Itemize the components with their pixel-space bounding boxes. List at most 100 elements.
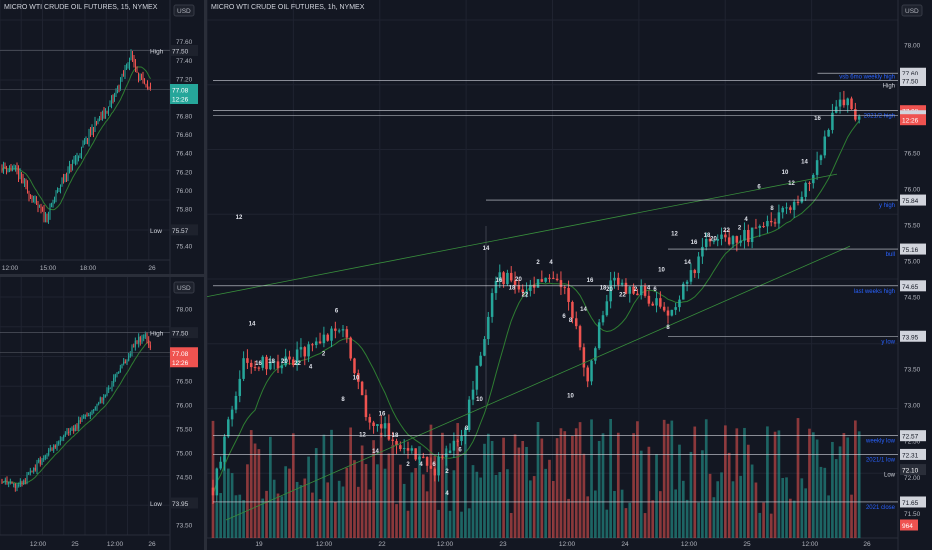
candle-body [376,424,379,427]
candle-body [18,484,20,486]
candle-body [58,442,60,444]
volume-bar [819,466,823,538]
volume-bar [414,468,417,538]
candle-body [460,435,463,441]
candle-body [509,272,513,281]
last-price-badge: 77.08 [172,88,189,95]
volume-bar [536,421,540,538]
candle-body [126,360,128,364]
candle-body [132,51,134,59]
level-label: y high [879,203,895,209]
price-tick-label: 75.00 [904,259,921,266]
currency-label: USD [905,8,919,15]
candle-body [727,237,731,245]
volume-bar [746,444,750,538]
td-count-label: 14 [580,307,587,313]
candle-body [1,479,3,483]
candle-body [708,238,712,242]
candle-body [395,440,398,446]
td-count-label: 2 [445,469,449,475]
candle-body [280,365,284,369]
volume-bar [418,446,421,538]
candle-body [720,234,723,239]
candle-body [563,287,567,289]
chart-pane-1h-small[interactable]: 78.0077.0076.5076.0075.5075.0074.5074.00… [0,277,204,550]
candle-body [79,420,81,422]
volume-bar [311,492,314,538]
volume-bar [383,468,387,538]
channel-lower-line [225,245,851,521]
time-tick-label: 22 [378,541,386,548]
candle-body [4,479,6,482]
candle-body [850,98,853,110]
volume-bar [693,426,697,538]
volume-bar [395,504,398,538]
td-count-label: 18 [509,285,516,291]
candle-body [272,361,276,363]
candle-body [349,337,352,359]
volume-bar [678,444,681,538]
chart-pane-15m[interactable]: 77.6077.4077.2077.0076.8076.6076.4076.20… [0,0,204,274]
chart-main-canvas[interactable]: 78.00 77.50 76.50 76.00 75.50 75.00 74.50 73.50… [207,0,932,550]
volume-bar [345,467,349,538]
candle-body [91,128,93,135]
candle-body [582,347,586,368]
volume-bar [288,468,291,538]
candle-body [578,326,582,348]
volume-bar [582,453,586,538]
volume-bar [303,478,307,538]
volume-bar [823,467,827,538]
candle-body [69,165,71,169]
td-count-label: 14 [249,321,256,327]
price-tick-label: 75.50 [904,223,921,230]
candle-body [219,461,222,469]
chart-15m-canvas[interactable]: 77.6077.4077.2077.0076.8076.6076.4076.20… [0,0,204,274]
chart-pane-main-1h[interactable]: 78.00 77.50 76.50 76.00 75.50 75.00 74.50 73.50… [207,0,932,550]
candle-body [117,87,119,92]
candle-body [284,356,287,366]
td-count-label: 2 [322,352,326,358]
candle-body [39,459,41,465]
candle-body [227,419,230,437]
candle-body [139,74,141,78]
candle-body [56,443,58,448]
volume-bar [318,499,322,538]
candle-body [341,329,345,331]
chart-1h-small-canvas[interactable]: 78.0077.0076.5076.0075.5075.0074.5074.00… [0,277,204,550]
volume-bar [616,432,620,538]
candle-body [223,436,226,462]
candle-body [51,205,53,207]
td-count-label: 22 [723,228,730,234]
candle-body [15,166,17,168]
candle-body [632,286,635,294]
candle-body [85,138,87,143]
td-count-label: 18 [392,433,399,439]
candle-body [601,315,605,323]
candle-body [55,192,57,200]
volume-bar [636,421,639,538]
volume-bar [827,495,830,538]
candle-body [3,163,5,172]
candle-body [141,74,143,77]
td-count-label: 16 [379,412,386,418]
td-count-label: 22 [619,293,626,299]
volume-bar [525,446,528,538]
volume-bar [854,420,857,538]
candle-body [364,395,368,418]
volume-bar [402,483,406,538]
pane-divider-vertical[interactable] [204,0,207,550]
high-tag: High [150,331,164,338]
td-count-label: 14 [372,449,379,455]
moving-average-line [1,66,151,211]
candle-body [517,284,521,290]
level-label: vsb 6mo weekly high [839,74,895,80]
candle-body [34,467,36,471]
pane-divider-horizontal[interactable] [0,274,204,277]
candle-body [529,284,532,291]
volume-bar [242,500,245,538]
time-tick-label: 24 [621,541,629,548]
volume-bar [452,470,456,538]
volume-bar [659,491,662,538]
volume-bar [796,418,800,538]
candle-body [33,467,35,472]
